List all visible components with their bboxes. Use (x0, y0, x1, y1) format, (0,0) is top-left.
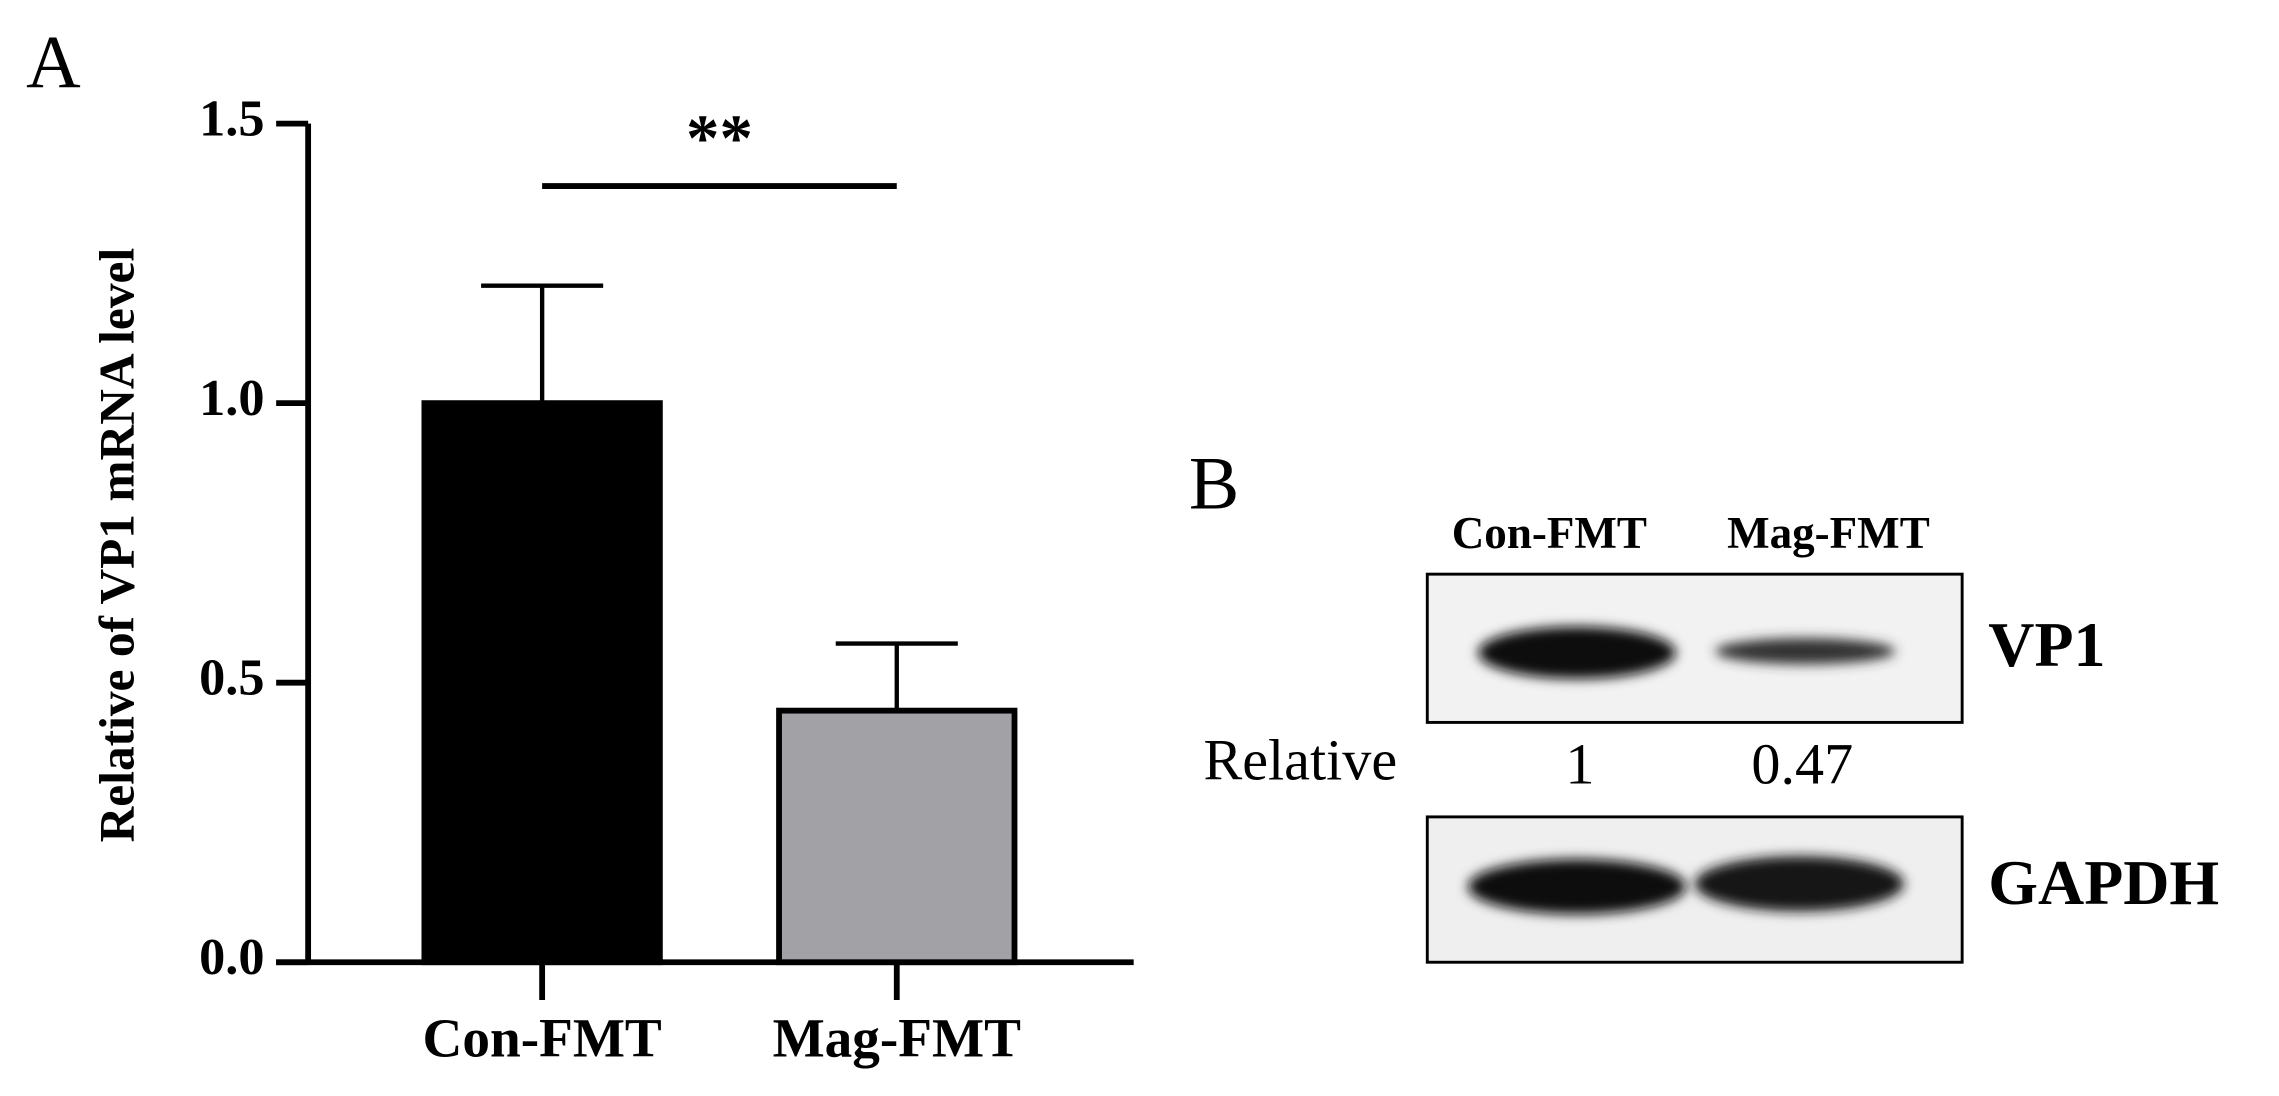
row-label: GAPDH (1988, 847, 2219, 918)
y-tick-label: 1.5 (199, 90, 264, 148)
band (1478, 626, 1676, 679)
lane-label: Mag-FMT (1727, 508, 1930, 558)
band (1694, 856, 1905, 912)
x-tick-label: Con-FMT (423, 1007, 662, 1068)
band (1467, 859, 1686, 915)
relative-value: 0.47 (1751, 732, 1853, 797)
y-tick-label: 1.0 (199, 369, 264, 427)
lane-label: Con-FMT (1452, 508, 1647, 558)
relative-value: 1 (1565, 732, 1594, 797)
row-label: VP1 (1988, 609, 2105, 680)
panel-label: A (26, 21, 81, 104)
bar (776, 707, 1018, 966)
y-tick-label: 0.5 (199, 649, 264, 707)
y-tick-label: 0.0 (199, 928, 264, 986)
bar (421, 400, 663, 966)
band (1715, 638, 1896, 665)
significance-label: ** (686, 102, 753, 176)
y-axis-label: Relative of VP1 mRNA level (89, 248, 144, 843)
relative-label: Relative (1203, 727, 1397, 792)
x-tick-label: Mag-FMT (773, 1007, 1021, 1068)
panel-label: B (1189, 443, 1239, 526)
blot-bands (1467, 626, 1905, 915)
